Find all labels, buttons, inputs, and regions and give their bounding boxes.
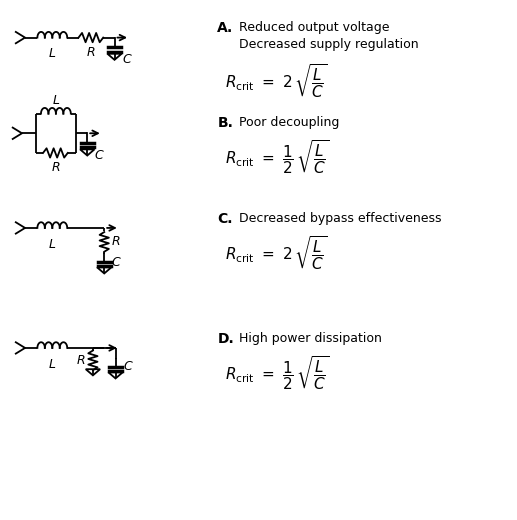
Text: $C$: $C$	[121, 53, 132, 66]
Text: A.: A.	[217, 21, 234, 35]
Text: $R$: $R$	[51, 161, 60, 174]
Text: High power dissipation: High power dissipation	[239, 332, 382, 345]
Text: $R_{\mathrm{crit}}\ =\ 2\,\sqrt{\dfrac{L}{C}}$: $R_{\mathrm{crit}}\ =\ 2\,\sqrt{\dfrac{L…	[225, 234, 328, 271]
Text: Poor decoupling: Poor decoupling	[239, 116, 339, 129]
Text: Reduced output voltage: Reduced output voltage	[239, 21, 389, 34]
Text: $L$: $L$	[48, 238, 56, 251]
Text: $C$: $C$	[111, 256, 121, 269]
Text: D.: D.	[217, 332, 234, 346]
Text: B.: B.	[217, 116, 233, 130]
Text: $C$: $C$	[123, 360, 133, 373]
Text: Decreased bypass effectiveness: Decreased bypass effectiveness	[239, 212, 442, 225]
Text: $R$: $R$	[86, 46, 96, 59]
Text: $R$: $R$	[111, 236, 120, 249]
Text: $L$: $L$	[48, 47, 56, 60]
Text: $L$: $L$	[52, 94, 60, 107]
Text: $R_{\mathrm{crit}}\ =\ \dfrac{1}{2}\,\sqrt{\dfrac{L}{C}}$: $R_{\mathrm{crit}}\ =\ \dfrac{1}{2}\,\sq…	[225, 138, 330, 176]
Text: $C$: $C$	[95, 149, 105, 162]
Text: $R$: $R$	[76, 354, 86, 367]
Text: $L$: $L$	[48, 358, 56, 371]
Text: Decreased supply regulation: Decreased supply regulation	[239, 37, 419, 50]
Text: C.: C.	[217, 212, 233, 226]
Text: $R_{\mathrm{crit}}\ =\ \dfrac{1}{2}\,\sqrt{\dfrac{L}{C}}$: $R_{\mathrm{crit}}\ =\ \dfrac{1}{2}\,\sq…	[225, 354, 330, 392]
Text: $R_{\mathrm{crit}}\ =\ 2\,\sqrt{\dfrac{L}{C}}$: $R_{\mathrm{crit}}\ =\ 2\,\sqrt{\dfrac{L…	[225, 62, 328, 100]
